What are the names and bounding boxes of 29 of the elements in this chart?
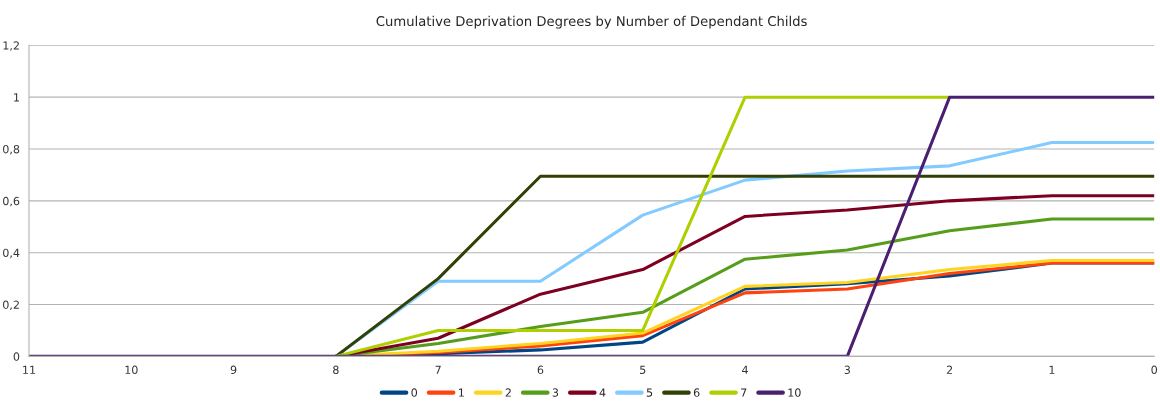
y-tick-label: 0,6 — [3, 196, 20, 207]
y-tick-label: 0,8 — [3, 144, 20, 155]
y-tick-label: 0 — [13, 352, 20, 361]
x-tick-label: 8 — [333, 365, 339, 375]
y-tick-label: 1,2 — [3, 41, 19, 51]
x-tick-label: 10 — [125, 365, 138, 375]
legend-label: 10 — [788, 388, 801, 397]
x-tick-label: 1 — [1049, 365, 1055, 374]
legend-label: 6 — [693, 388, 700, 397]
x-tick-label: 7 — [435, 365, 441, 374]
x-tick-label: 2 — [946, 365, 953, 374]
legend-label: 2 — [505, 388, 511, 397]
legend-label: 1 — [458, 388, 464, 397]
legend-label: 7 — [741, 388, 747, 397]
chart-title: Cumulative Deprivation Degrees by Number of Dependant Childs — [376, 15, 807, 29]
y-tick-label: 1 — [14, 93, 19, 102]
x-tick-label: 3 — [844, 365, 850, 375]
legend-label: 4 — [599, 388, 606, 397]
legend-label: 3 — [552, 388, 559, 397]
x-tick-label: 9 — [230, 365, 237, 375]
x-tick-label: 4 — [742, 365, 748, 374]
legend-label: 0 — [411, 388, 418, 397]
x-tick-label: 6 — [537, 365, 544, 375]
legend-label: 5 — [646, 388, 653, 397]
x-tick-label: 0 — [1151, 365, 1157, 375]
y-tick-label: 0,2 — [3, 300, 19, 311]
x-tick-label: 5 — [640, 365, 646, 375]
x-tick-label: 11 — [23, 365, 36, 374]
y-tick-label: 0,4 — [3, 248, 20, 259]
